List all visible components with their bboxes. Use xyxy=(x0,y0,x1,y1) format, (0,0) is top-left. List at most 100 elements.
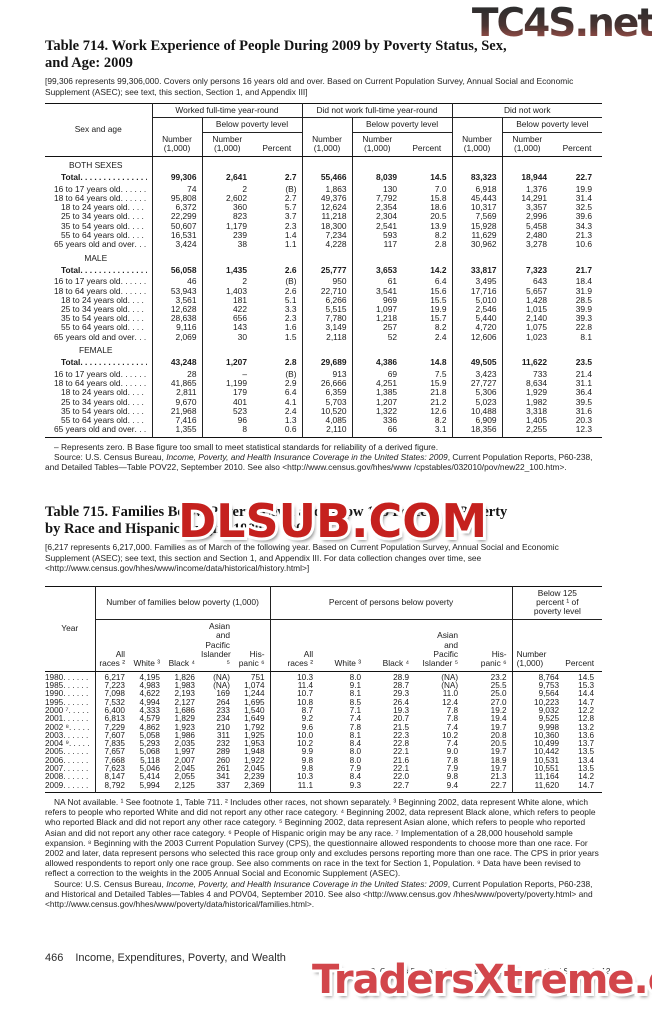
data-cell: 12.4 xyxy=(442,698,459,707)
table-714-row: 65 years old and over2,069 30 1.52,118 52 2.… xyxy=(45,332,602,342)
empty-cell xyxy=(452,249,503,263)
data-cell: 12.2 xyxy=(578,706,595,715)
data-cell: 5,515 xyxy=(302,305,353,315)
data-cell: 22.3 xyxy=(393,731,410,740)
data-cell: 401 xyxy=(233,397,247,407)
row-label: 25 to 34 years old xyxy=(45,212,153,222)
data-cell: 1,074 xyxy=(235,682,271,691)
data-cell: 15.5 xyxy=(402,295,453,306)
data-cell: 33,817 xyxy=(452,262,503,278)
year-label: 2001 xyxy=(45,715,96,724)
data-cell: 422 xyxy=(233,305,247,315)
data-cell: 7.4 xyxy=(349,715,362,724)
data-cell: 169 xyxy=(216,690,230,699)
data-cell: 6,918 xyxy=(452,184,503,195)
empty-cell xyxy=(552,342,602,356)
data-cell: 1,922 xyxy=(235,756,271,766)
data-cell: 360 xyxy=(233,203,247,213)
data-cell: 2,035 xyxy=(174,740,196,749)
data-cell: 18,356 xyxy=(452,425,503,437)
table-715-row: 2005 7,657 5,068 1,997 289 1,948 9.9 8.0 22.1 9.0… xyxy=(45,748,602,757)
data-cell: 1,826 xyxy=(174,672,196,682)
data-cell: 26,666 xyxy=(302,379,353,389)
table-715: Year Number of families below poverty (1… xyxy=(45,585,603,793)
data-cell: 5.7 xyxy=(252,203,303,213)
data-cell: 9,032 xyxy=(538,706,560,715)
data-cell: 21.8 xyxy=(402,388,453,398)
table-714-row: 35 to 54 years old21,968 523 2.410,520 1,32… xyxy=(45,406,602,417)
data-cell: 2,069 xyxy=(152,332,203,342)
data-cell: 30,962 xyxy=(452,240,503,250)
data-cell: 10.0 xyxy=(297,731,314,740)
year-label: 2006 xyxy=(45,756,96,766)
data-cell: 257 xyxy=(383,323,398,333)
data-cell: 3,424 xyxy=(152,240,203,250)
table-715-block: Table 715. Families Below Poverty Level … xyxy=(45,504,603,909)
table-715-row: 2009 8,792 5,994 2,125 337 2,369 11.1 9.3 22.7 9.… xyxy=(45,781,602,793)
data-cell: 6,400 xyxy=(104,706,126,715)
data-cell: 27.0 xyxy=(463,698,513,707)
data-cell: 6,813 xyxy=(104,715,126,724)
data-cell: 3,495 xyxy=(452,277,503,287)
data-cell: 66 xyxy=(387,425,398,435)
data-cell: 19.9 xyxy=(575,184,593,194)
year-label: 1990 xyxy=(45,690,96,699)
row-label: 55 to 64 years old xyxy=(45,323,153,333)
data-cell: 8.1 xyxy=(349,731,362,740)
data-cell: 11,622 xyxy=(521,357,548,368)
data-cell: 5,703 xyxy=(302,397,353,407)
empty-cell xyxy=(502,342,552,356)
data-cell: 9,670 xyxy=(152,397,203,407)
data-cell: 8.5 xyxy=(349,698,362,707)
data-cell: 5,306 xyxy=(452,388,503,398)
data-cell: 8.0 xyxy=(349,748,362,757)
table-714-source: Source: U.S. Census Bureau, Income, Pove… xyxy=(45,451,593,472)
data-cell: 10.6 xyxy=(575,240,593,250)
data-cell: 13.5 xyxy=(578,748,595,757)
row-label: 18 to 24 years old xyxy=(45,295,153,306)
data-cell: 46 xyxy=(152,277,203,287)
data-cell: 2.8 xyxy=(252,355,303,371)
year-label: 2004 ⁹ xyxy=(45,740,96,749)
group-header-worked: Worked full-time year-round xyxy=(152,103,303,119)
data-cell: (B) xyxy=(252,277,303,287)
tradersxtreme-watermark: TradersXtreme.com xyxy=(312,957,652,1003)
data-cell: 7,668 xyxy=(104,756,126,765)
data-cell: 2.6 xyxy=(252,286,303,296)
table-714-row: 18 to 24 years old6,372 360 5.712,624 2,354… xyxy=(45,203,602,213)
data-cell: 1,207 xyxy=(226,357,247,368)
data-cell: 23.5 xyxy=(575,357,593,368)
data-cell: 2,996 xyxy=(526,212,548,222)
empty-cell xyxy=(202,156,252,170)
data-cell: 15.8 xyxy=(402,194,453,204)
table-715-footnotes: NA Not available. ¹ See footnote 1, Tabl… xyxy=(45,796,599,879)
data-cell: 7,657 xyxy=(104,748,126,757)
data-cell: 53,943 xyxy=(152,286,203,296)
data-cell: 74 xyxy=(152,184,203,195)
data-cell: 9,753 xyxy=(538,682,560,691)
data-cell: 30 xyxy=(237,332,247,342)
table-715-row: 2001 6,813 4,579 1,829 234 1,649 9.2 7.4 20.7 7.8… xyxy=(45,715,602,724)
data-cell: 10,223 xyxy=(534,698,560,707)
data-cell: 1.5 xyxy=(252,332,303,342)
data-cell: 12,624 xyxy=(302,203,353,213)
table-714-row: 35 to 54 years old28,638 656 2.37,780 1,218… xyxy=(45,314,602,324)
table-714-row: 55 to 64 years old9,116 143 1.63,149 257 8.2… xyxy=(45,323,602,333)
group-header-percent-persons: Percent of persons below poverty xyxy=(270,586,513,620)
data-cell: 3.1 xyxy=(402,425,453,437)
data-cell: 9.2 xyxy=(301,715,314,724)
data-cell: 2.8 xyxy=(402,240,453,250)
data-cell: 9,116 xyxy=(152,323,203,333)
data-cell: 1,376 xyxy=(526,184,548,194)
data-cell: 3,561 xyxy=(152,295,203,306)
empty-cell xyxy=(252,249,303,263)
data-cell: 69 xyxy=(387,370,398,380)
row-label: 18 to 24 years old xyxy=(45,388,153,398)
data-cell: 7,792 xyxy=(376,194,398,204)
table-714-note: [99,306 represents 99,306,000. Covers on… xyxy=(45,76,574,97)
data-cell: 19.7 xyxy=(463,765,513,774)
empty-cell xyxy=(152,341,203,356)
footer-section-title: Income, Expenditures, Poverty, and Wealt… xyxy=(75,952,286,964)
data-cell: 14.2 xyxy=(578,773,595,782)
data-cell: 1,863 xyxy=(302,184,353,195)
